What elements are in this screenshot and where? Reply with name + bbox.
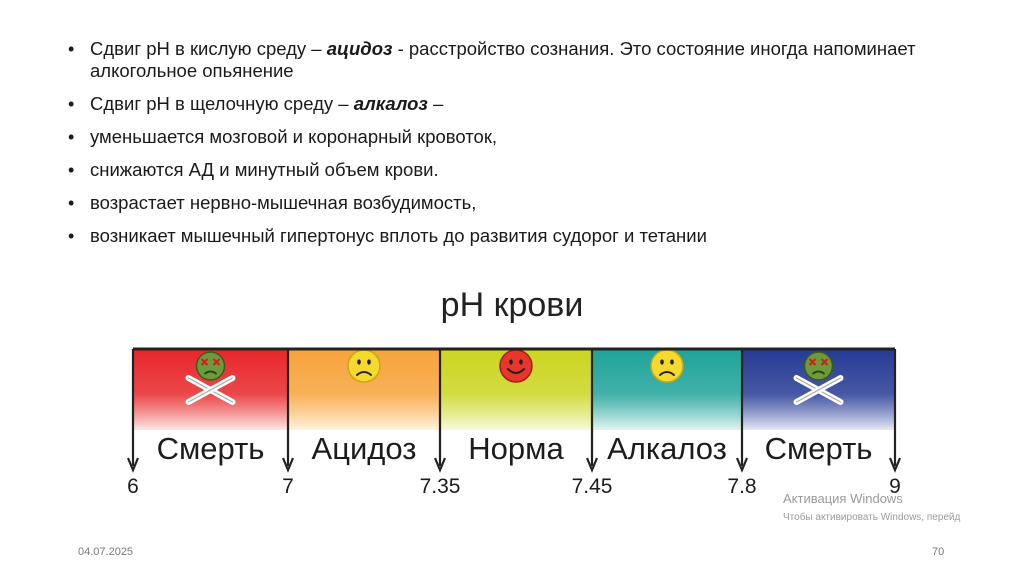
scale-tick: 7 [281, 349, 295, 498]
segment-label: Смерть [765, 431, 873, 466]
tick-label: 7.45 [572, 475, 613, 498]
arrow-down-icon [888, 457, 902, 473]
scale-tick: 9 [888, 349, 902, 498]
skull-crossbones-icon [793, 351, 844, 405]
windows-activation-watermark: Активация Windows Чтобы активировать Win… [783, 491, 960, 523]
tick-label: 7 [282, 475, 294, 498]
scale-segment: Ацидоз [288, 349, 440, 466]
arrow-down-icon [126, 457, 140, 473]
scale-tick: 7.8 [727, 349, 757, 498]
arrow-down-icon [585, 457, 599, 473]
sad-face-icon [347, 349, 381, 383]
scale-tick: 7.45 [572, 349, 613, 498]
bullet-item: уменьшается мозговой и коронарный кровот… [68, 126, 988, 148]
watermark-subtitle: Чтобы активировать Windows, перейд [783, 512, 961, 523]
slide-date: 04.07.2025 [78, 546, 134, 558]
tick-label: 6 [127, 475, 139, 498]
arrow-down-icon [735, 457, 749, 473]
arrow-down-icon [433, 457, 447, 473]
scale-tick: 7.35 [420, 349, 461, 498]
scale-segment: Смерть [742, 349, 895, 466]
segment-label: Ацидоз [312, 431, 417, 466]
segment-label: Норма [468, 431, 564, 466]
bullet-item: возникает мышечный гипертонус вплоть до … [68, 225, 988, 247]
scale-segment: Смерть [133, 349, 288, 466]
tick-label: 7.8 [727, 475, 756, 498]
bullet-list: Сдвиг рН в кислую среду – ацидоз - расст… [68, 38, 988, 258]
sad-face-icon [650, 349, 684, 383]
bullet-item: снижаются АД и минутный объем крови. [68, 159, 988, 181]
bullet-item: Сдвиг рН в кислую среду – ацидоз - расст… [68, 38, 988, 82]
slide-number: 70 [932, 546, 945, 558]
arrow-down-icon [281, 457, 295, 473]
scale-segment: Норма [440, 349, 592, 466]
scale-segment: Алкалоз [592, 349, 742, 466]
tick-label: 7.35 [420, 475, 461, 498]
happy-face-icon [499, 349, 533, 383]
bullet-item: Сдвиг рН в щелочную среду – алкалоз – [68, 93, 988, 115]
segment-label: Смерть [157, 431, 265, 466]
tick-label: 9 [889, 475, 901, 498]
scale-tick: 6 [126, 349, 140, 498]
watermark-title: Активация Windows [783, 491, 903, 506]
bullet-item: возрастает нервно-мышечная возбудимость, [68, 192, 988, 214]
skull-crossbones-icon [185, 351, 236, 405]
segment-label: Алкалоз [607, 431, 727, 466]
ph-scale-title: pH крови [440, 286, 584, 324]
